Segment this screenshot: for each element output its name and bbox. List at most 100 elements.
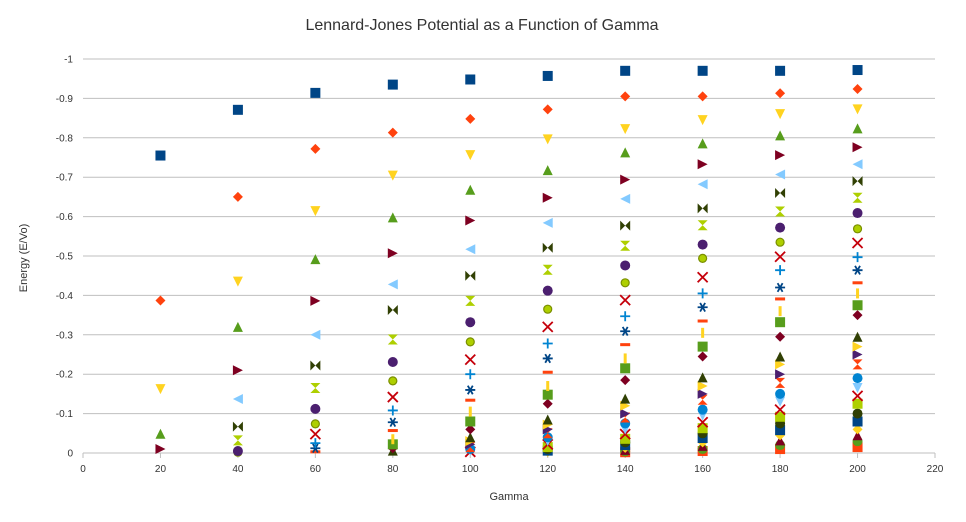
data-point: [775, 369, 786, 380]
data-point: [465, 113, 476, 124]
x-tick-label: 80: [387, 464, 399, 475]
data-point: [697, 159, 708, 170]
data-point: [542, 353, 553, 364]
data-point: [852, 142, 863, 153]
data-point: [620, 363, 631, 374]
data-point: [852, 123, 863, 134]
data-point: [852, 359, 863, 370]
data-point: [852, 341, 863, 352]
data-point: [620, 393, 631, 404]
data-point: [310, 443, 321, 454]
data-point: [542, 442, 553, 453]
data-point: [387, 79, 398, 90]
x-tick-label: 60: [310, 464, 322, 475]
data-point: [387, 439, 398, 450]
data-point: [774, 251, 786, 263]
y-tick-label: -0.6: [56, 212, 74, 223]
data-point: [620, 343, 631, 347]
data-point: [620, 124, 631, 135]
y-axis-label: Energy (E/Vo): [18, 224, 30, 292]
x-tick-label: 220: [927, 464, 944, 475]
data-point: [310, 143, 321, 154]
data-point: [697, 372, 708, 383]
y-tick-label: -0.3: [56, 330, 74, 341]
data-point: [697, 288, 708, 299]
data-point: [387, 334, 398, 345]
data-point: [852, 442, 863, 453]
data-point: [775, 377, 786, 388]
data-point: [697, 65, 708, 76]
data-point: [310, 403, 321, 414]
data-point: [387, 248, 398, 259]
data-point: [465, 244, 476, 255]
data-point: [852, 331, 863, 342]
x-tick-label: 40: [232, 464, 244, 475]
data-point: [620, 220, 631, 231]
data-point: [620, 65, 631, 76]
data-point: [542, 217, 553, 228]
data-point: [310, 87, 321, 98]
data-point: [310, 450, 321, 454]
data-point: [543, 304, 553, 314]
data-point: [465, 317, 476, 328]
data-point: [465, 74, 476, 85]
data-point: [775, 237, 785, 247]
data-point: [775, 435, 786, 446]
data-point: [697, 239, 708, 250]
data-point: [697, 179, 708, 190]
data-point: [465, 337, 475, 347]
data-point: [852, 224, 863, 234]
data-point: [697, 115, 708, 126]
data-point: [696, 271, 709, 283]
data-point: [542, 338, 553, 349]
data-point: [232, 446, 243, 457]
data-point: [620, 433, 631, 444]
data-point: [852, 65, 863, 76]
data-point: [542, 134, 553, 145]
data-point: [619, 294, 631, 306]
data-point: [775, 65, 786, 76]
data-point: [775, 396, 786, 407]
data-point: [465, 184, 476, 195]
data-point: [698, 253, 708, 263]
data-point: [697, 388, 708, 399]
data-point: [465, 424, 476, 435]
data-point: [852, 104, 863, 115]
data-point: [232, 104, 243, 115]
data-point: [387, 391, 399, 403]
data-point: [775, 169, 786, 180]
x-tick-label: 20: [155, 464, 167, 475]
data-point: [468, 406, 472, 417]
data-point: [852, 176, 863, 187]
data-point: [465, 432, 476, 443]
data-point: [546, 381, 550, 392]
data-point: [542, 370, 553, 374]
data-point: [775, 109, 786, 120]
data-point: [310, 419, 320, 429]
x-tick-label: 100: [462, 464, 479, 475]
y-tick-label: -0.4: [56, 291, 74, 302]
data-point: [775, 265, 786, 276]
data-point: [232, 276, 243, 287]
data-point: [852, 300, 863, 311]
data-point: [852, 416, 863, 427]
data-point: [155, 428, 166, 439]
y-tick-label: -0.7: [56, 173, 74, 184]
data-point: [387, 417, 398, 428]
y-tick-label: -0.9: [56, 94, 74, 105]
data-point: [232, 394, 243, 405]
data-point: [620, 311, 631, 322]
data-point: [542, 70, 553, 81]
data-point: [391, 434, 395, 445]
data-point: [701, 327, 705, 338]
data-point: [542, 389, 553, 400]
data-point: [542, 398, 553, 409]
data-point: [775, 187, 786, 198]
data-point: [465, 150, 476, 161]
data-point: [697, 381, 708, 392]
data-point: [232, 191, 243, 202]
data-point: [697, 203, 708, 214]
data-point: [852, 424, 863, 435]
data-point: [852, 265, 863, 275]
